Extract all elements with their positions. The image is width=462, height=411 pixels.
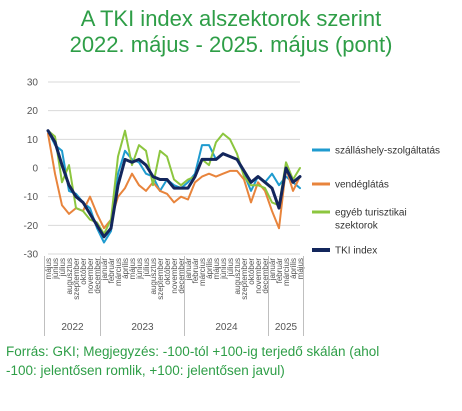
x-tick-label: június bbox=[219, 258, 228, 280]
x-tick-label: november bbox=[170, 258, 179, 294]
x-tick-label: július bbox=[58, 258, 67, 277]
legend-label: szálláshely-szolgáltatás bbox=[335, 146, 440, 157]
x-tick-label: augusztus bbox=[65, 258, 74, 294]
x-tick-label: január bbox=[100, 258, 109, 282]
y-tick-label: 20 bbox=[27, 106, 39, 117]
series-line-1 bbox=[47, 132, 301, 230]
x-tick-label: május bbox=[44, 258, 53, 279]
x-tick-label: július bbox=[226, 258, 235, 277]
year-label: 2022 bbox=[61, 322, 84, 333]
x-tick-label: szeptember bbox=[72, 258, 81, 300]
line-chart: 3020100-10-20-30májusjúniusjúliusauguszt… bbox=[24, 78, 440, 336]
x-tick-label: július bbox=[142, 258, 151, 277]
x-tick-label: december bbox=[177, 258, 186, 294]
source-note: Forrás: GKI; Megjegyzés: -100-tól +100-i… bbox=[6, 342, 456, 380]
chart-title-line-2: 2022. május - 2025. május (pont) bbox=[69, 32, 393, 57]
year-label: 2025 bbox=[275, 322, 298, 333]
legend-label: vendéglátás bbox=[335, 180, 389, 191]
x-tick-label: június bbox=[51, 258, 60, 280]
x-tick-label: október bbox=[247, 258, 256, 285]
x-tick-label: augusztus bbox=[149, 258, 158, 294]
x-tick-label: szeptember bbox=[156, 258, 165, 300]
x-tick-label: április bbox=[121, 258, 130, 279]
x-tick-label: január bbox=[268, 258, 277, 282]
x-tick-label: április bbox=[289, 258, 298, 279]
x-tick-label: november bbox=[254, 258, 263, 294]
x-tick-label: március bbox=[114, 258, 123, 286]
x-tick-label: március bbox=[282, 258, 291, 286]
year-label: 2023 bbox=[131, 322, 154, 333]
x-tick-label: április bbox=[205, 258, 214, 279]
x-tick-label: október bbox=[163, 258, 172, 285]
series-line-3 bbox=[46, 129, 302, 239]
x-tick-label: január bbox=[184, 258, 193, 282]
x-tick-label: június bbox=[135, 258, 144, 280]
x-tick-label: szeptember bbox=[240, 258, 249, 300]
x-tick-label: augusztus bbox=[233, 258, 242, 294]
x-tick-label: május bbox=[212, 258, 221, 279]
chart-title: A TKI index alszektorok szerint 2022. má… bbox=[0, 6, 462, 58]
y-tick-label: 30 bbox=[27, 78, 39, 89]
x-tick-label: február bbox=[191, 258, 200, 284]
x-tick-label: december bbox=[93, 258, 102, 294]
legend-label: TKI index bbox=[335, 246, 377, 257]
x-tick-label: március bbox=[198, 258, 207, 286]
y-tick-label: -30 bbox=[24, 250, 39, 261]
y-tick-label: 10 bbox=[27, 135, 39, 146]
y-tick-label: -10 bbox=[24, 192, 39, 203]
y-tick-label: -20 bbox=[24, 221, 39, 232]
x-tick-label: május bbox=[296, 258, 305, 279]
x-tick-label: november bbox=[86, 258, 95, 294]
legend-label: egyéb turisztikai szektorok bbox=[335, 208, 407, 232]
x-tick-label: május bbox=[128, 258, 137, 279]
y-tick-label: 0 bbox=[32, 164, 38, 175]
year-label: 2024 bbox=[215, 322, 238, 333]
source-line-2: -100: jelentősen romlik, +100: jelentőse… bbox=[6, 363, 285, 378]
x-tick-label: október bbox=[79, 258, 88, 285]
x-tick-label: december bbox=[261, 258, 270, 294]
series-line-2 bbox=[47, 129, 301, 235]
x-tick-label: február bbox=[275, 258, 284, 284]
source-line-1: Forrás: GKI; Megjegyzés: -100-tól +100-i… bbox=[6, 344, 380, 359]
chart-title-line-1: A TKI index alszektorok szerint bbox=[80, 6, 382, 31]
x-tick-label: február bbox=[107, 258, 116, 284]
